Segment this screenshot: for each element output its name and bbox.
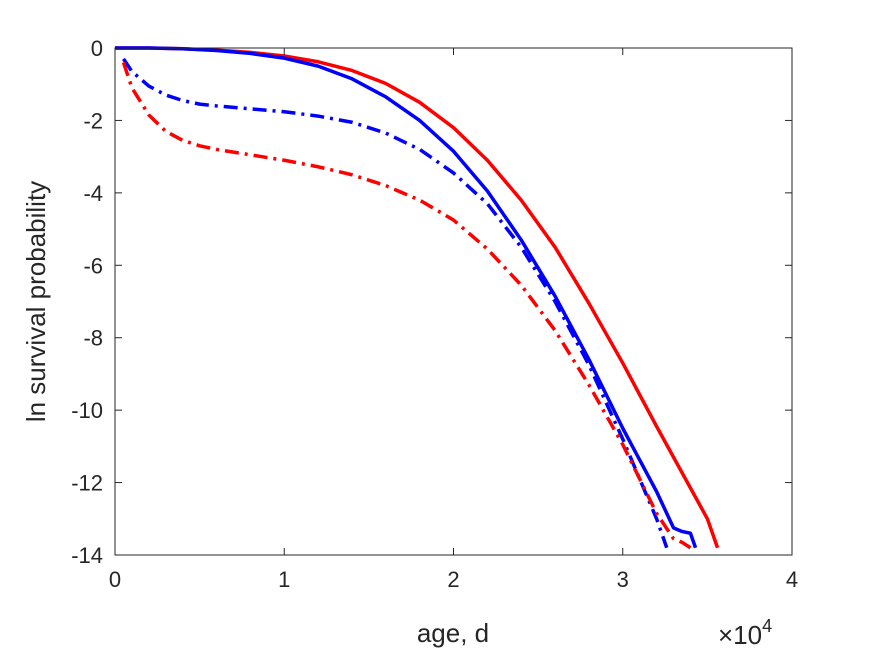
- y-tick-label: 0: [91, 36, 103, 61]
- y-tick-label: -4: [83, 181, 103, 206]
- series-line-2: [115, 46, 698, 549]
- y-tick-label: -10: [71, 398, 103, 423]
- x-tick-label: 3: [617, 567, 629, 592]
- series-line-3: [122, 57, 669, 549]
- x-tick-label: 2: [447, 567, 459, 592]
- series-layer: [115, 46, 720, 550]
- y-axis-label: ln survival probability: [21, 181, 51, 422]
- y-tick-label: -12: [71, 471, 103, 496]
- plot-area: [115, 48, 792, 555]
- y-tick-label: -14: [71, 543, 103, 568]
- x-exponent-power: 4: [762, 616, 772, 636]
- series-line-4: [121, 61, 692, 550]
- x-tick-label: 1: [278, 567, 290, 592]
- y-tick-label: -8: [83, 326, 103, 351]
- x-tick-label: 4: [786, 567, 798, 592]
- x-exponent-base: ×10: [718, 620, 762, 650]
- y-tick-label: -6: [83, 253, 103, 278]
- x-axis-label: age, d: [417, 618, 489, 648]
- x-exponent-label: ×104: [718, 616, 772, 650]
- ticks-layer: 0 1 2 3 4 0 -2 -4 -6 -8 -10 -12 -14: [71, 36, 798, 592]
- x-tick-label: 0: [109, 567, 121, 592]
- y-tick-label: -2: [83, 108, 103, 133]
